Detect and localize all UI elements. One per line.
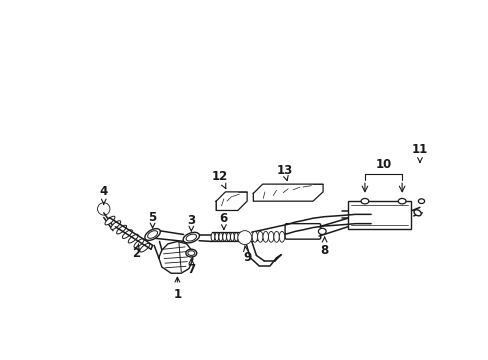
Bar <box>347 201 410 229</box>
Ellipse shape <box>144 229 160 240</box>
Text: 9: 9 <box>243 246 251 264</box>
Text: 6: 6 <box>219 212 227 229</box>
Text: 10: 10 <box>375 158 391 171</box>
Polygon shape <box>253 184 323 201</box>
Circle shape <box>100 205 107 213</box>
Text: 1: 1 <box>173 277 181 301</box>
Text: 11: 11 <box>411 143 427 162</box>
Ellipse shape <box>226 233 230 241</box>
Ellipse shape <box>140 243 149 252</box>
Text: 2: 2 <box>132 244 140 260</box>
Ellipse shape <box>413 210 420 216</box>
Polygon shape <box>216 192 246 211</box>
Ellipse shape <box>360 198 368 204</box>
Ellipse shape <box>128 234 138 243</box>
Ellipse shape <box>147 231 157 238</box>
Ellipse shape <box>183 232 199 243</box>
Ellipse shape <box>263 231 268 242</box>
Ellipse shape <box>222 233 226 241</box>
Ellipse shape <box>219 233 222 241</box>
Ellipse shape <box>257 231 263 242</box>
Circle shape <box>240 233 249 242</box>
Ellipse shape <box>186 234 196 241</box>
Ellipse shape <box>122 230 132 238</box>
Ellipse shape <box>279 231 284 242</box>
Text: 13: 13 <box>276 164 292 181</box>
Ellipse shape <box>397 198 405 204</box>
Ellipse shape <box>185 249 196 257</box>
Ellipse shape <box>230 233 234 241</box>
Text: 8: 8 <box>320 237 328 256</box>
Text: 3: 3 <box>187 214 195 231</box>
Text: 12: 12 <box>211 170 228 189</box>
Ellipse shape <box>187 251 194 256</box>
Ellipse shape <box>134 239 143 248</box>
Ellipse shape <box>418 199 424 203</box>
Text: 5: 5 <box>148 211 156 228</box>
Ellipse shape <box>234 233 238 241</box>
Ellipse shape <box>211 233 215 241</box>
Ellipse shape <box>268 231 273 242</box>
Circle shape <box>237 231 251 244</box>
Text: 7: 7 <box>187 259 195 276</box>
Ellipse shape <box>111 221 121 229</box>
Circle shape <box>97 203 110 215</box>
FancyBboxPatch shape <box>285 224 320 239</box>
Ellipse shape <box>215 233 219 241</box>
Ellipse shape <box>116 225 126 234</box>
Ellipse shape <box>318 228 325 234</box>
Polygon shape <box>159 242 192 273</box>
Ellipse shape <box>252 231 257 242</box>
Ellipse shape <box>105 216 115 225</box>
Text: 4: 4 <box>100 185 108 204</box>
Ellipse shape <box>273 231 279 242</box>
